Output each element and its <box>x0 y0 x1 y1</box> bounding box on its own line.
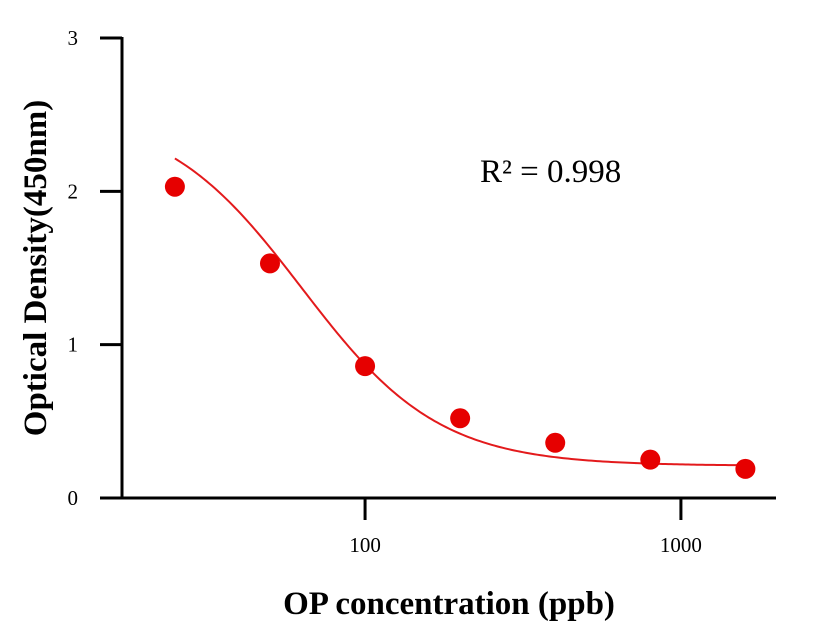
x-tick-label: 100 <box>349 533 381 557</box>
axes <box>120 37 776 500</box>
data-point <box>735 458 756 479</box>
data-point <box>640 449 661 470</box>
data-points <box>164 176 756 479</box>
y-axis-title: Optical Density(450nm) <box>18 100 54 436</box>
data-point <box>545 432 566 453</box>
y-tick-label: 3 <box>68 26 79 50</box>
y-tick-label: 2 <box>68 179 79 203</box>
r-squared-annotation: R² = 0.998 <box>480 154 621 190</box>
x-tick-label: 1000 <box>660 533 702 557</box>
y-tick-label: 1 <box>68 333 79 357</box>
data-point <box>355 356 376 377</box>
data-point <box>259 253 280 274</box>
y-tick-label: 0 <box>68 486 79 510</box>
x-axis-title: OP concentration (ppb) <box>283 586 615 622</box>
x-ticks: 100 1000 <box>349 498 702 557</box>
data-point <box>450 408 471 429</box>
y-ticks: 0 1 2 3 <box>68 26 122 510</box>
data-point <box>164 176 185 197</box>
